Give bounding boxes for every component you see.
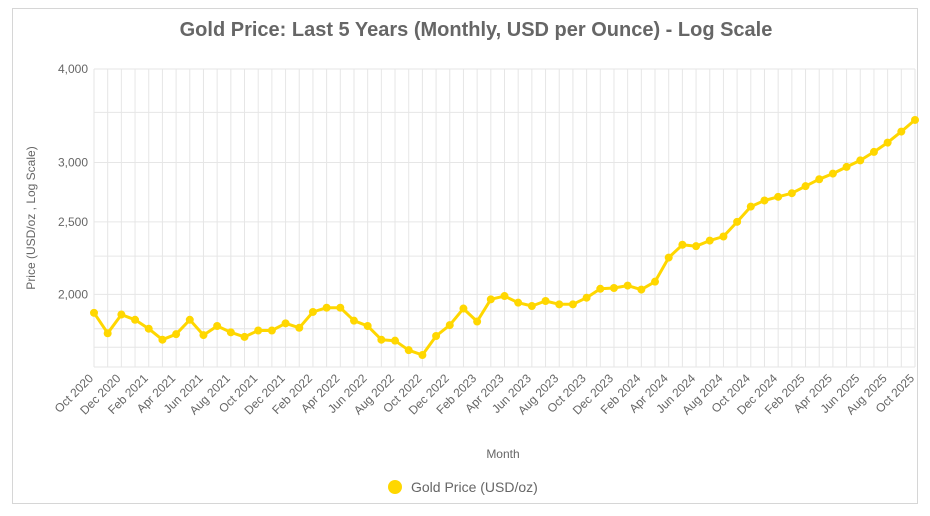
data-point[interactable] (418, 351, 427, 360)
y-axis-ticks: 4,000 3,000 2,500 2,000 (58, 62, 88, 301)
data-point[interactable] (774, 192, 783, 201)
legend-label: Gold Price (USD/oz) (411, 479, 538, 495)
data-point[interactable] (856, 156, 865, 165)
data-point[interactable] (883, 138, 892, 147)
data-point[interactable] (828, 169, 837, 178)
data-point[interactable] (815, 175, 824, 184)
data-point[interactable] (555, 300, 564, 309)
y-tick-label: 2,500 (58, 215, 88, 229)
data-point[interactable] (213, 321, 222, 330)
data-point[interactable] (172, 330, 181, 339)
data-point[interactable] (596, 284, 605, 293)
y-tick-label: 3,000 (58, 156, 88, 170)
data-point[interactable] (609, 283, 618, 292)
data-point[interactable] (377, 335, 386, 344)
data-point[interactable] (281, 319, 290, 328)
data-point[interactable] (349, 316, 358, 325)
data-point[interactable] (336, 303, 345, 312)
x-axis-title: Month (486, 447, 519, 461)
data-point[interactable] (432, 332, 441, 341)
data-point[interactable] (541, 296, 550, 305)
series-gold-price (90, 115, 919, 360)
data-point[interactable] (486, 295, 495, 304)
data-point[interactable] (144, 324, 153, 333)
data-point[interactable] (459, 304, 468, 313)
data-point[interactable] (664, 253, 673, 262)
data-point[interactable] (733, 217, 742, 226)
data-point[interactable] (308, 307, 317, 316)
data-point[interactable] (226, 328, 235, 337)
data-point[interactable] (842, 162, 851, 171)
data-point[interactable] (514, 298, 523, 307)
data-point[interactable] (473, 317, 482, 326)
gridlines (93, 68, 916, 368)
data-point[interactable] (131, 315, 140, 324)
data-point[interactable] (582, 293, 591, 302)
data-point[interactable] (90, 308, 98, 317)
data-point[interactable] (637, 285, 646, 294)
data-point[interactable] (240, 332, 249, 341)
data-point[interactable] (363, 321, 372, 330)
data-point[interactable] (911, 115, 919, 124)
data-point[interactable] (185, 315, 194, 324)
data-point[interactable] (527, 302, 536, 311)
data-point[interactable] (103, 329, 112, 338)
data-point[interactable] (787, 189, 796, 198)
data-point[interactable] (404, 346, 413, 355)
data-point[interactable] (199, 331, 208, 340)
data-point[interactable] (719, 232, 728, 241)
data-point[interactable] (568, 300, 577, 309)
data-point[interactable] (117, 310, 126, 319)
data-point[interactable] (500, 292, 509, 301)
data-point[interactable] (295, 323, 304, 332)
data-point[interactable] (897, 127, 906, 136)
data-point[interactable] (158, 335, 167, 344)
data-point[interactable] (760, 196, 769, 205)
data-point[interactable] (651, 277, 660, 286)
data-point[interactable] (623, 281, 632, 290)
data-point[interactable] (705, 236, 714, 245)
data-point[interactable] (322, 303, 331, 312)
data-point[interactable] (746, 202, 755, 211)
y-tick-label: 4,000 (58, 62, 88, 76)
data-point[interactable] (445, 321, 454, 330)
legend-marker (388, 480, 402, 494)
data-point[interactable] (254, 326, 263, 335)
data-point[interactable] (391, 336, 400, 345)
data-point[interactable] (869, 147, 878, 156)
data-point[interactable] (678, 240, 687, 249)
chart-title: Gold Price: Last 5 Years (Monthly, USD p… (180, 19, 773, 41)
data-point[interactable] (801, 182, 810, 191)
legend[interactable]: Gold Price (USD/oz) (388, 479, 538, 495)
data-point[interactable] (692, 242, 701, 251)
y-axis-title: Price (USD/oz , Log Scale) (24, 146, 38, 289)
y-tick-label: 2,000 (58, 287, 88, 301)
data-point[interactable] (267, 326, 276, 335)
